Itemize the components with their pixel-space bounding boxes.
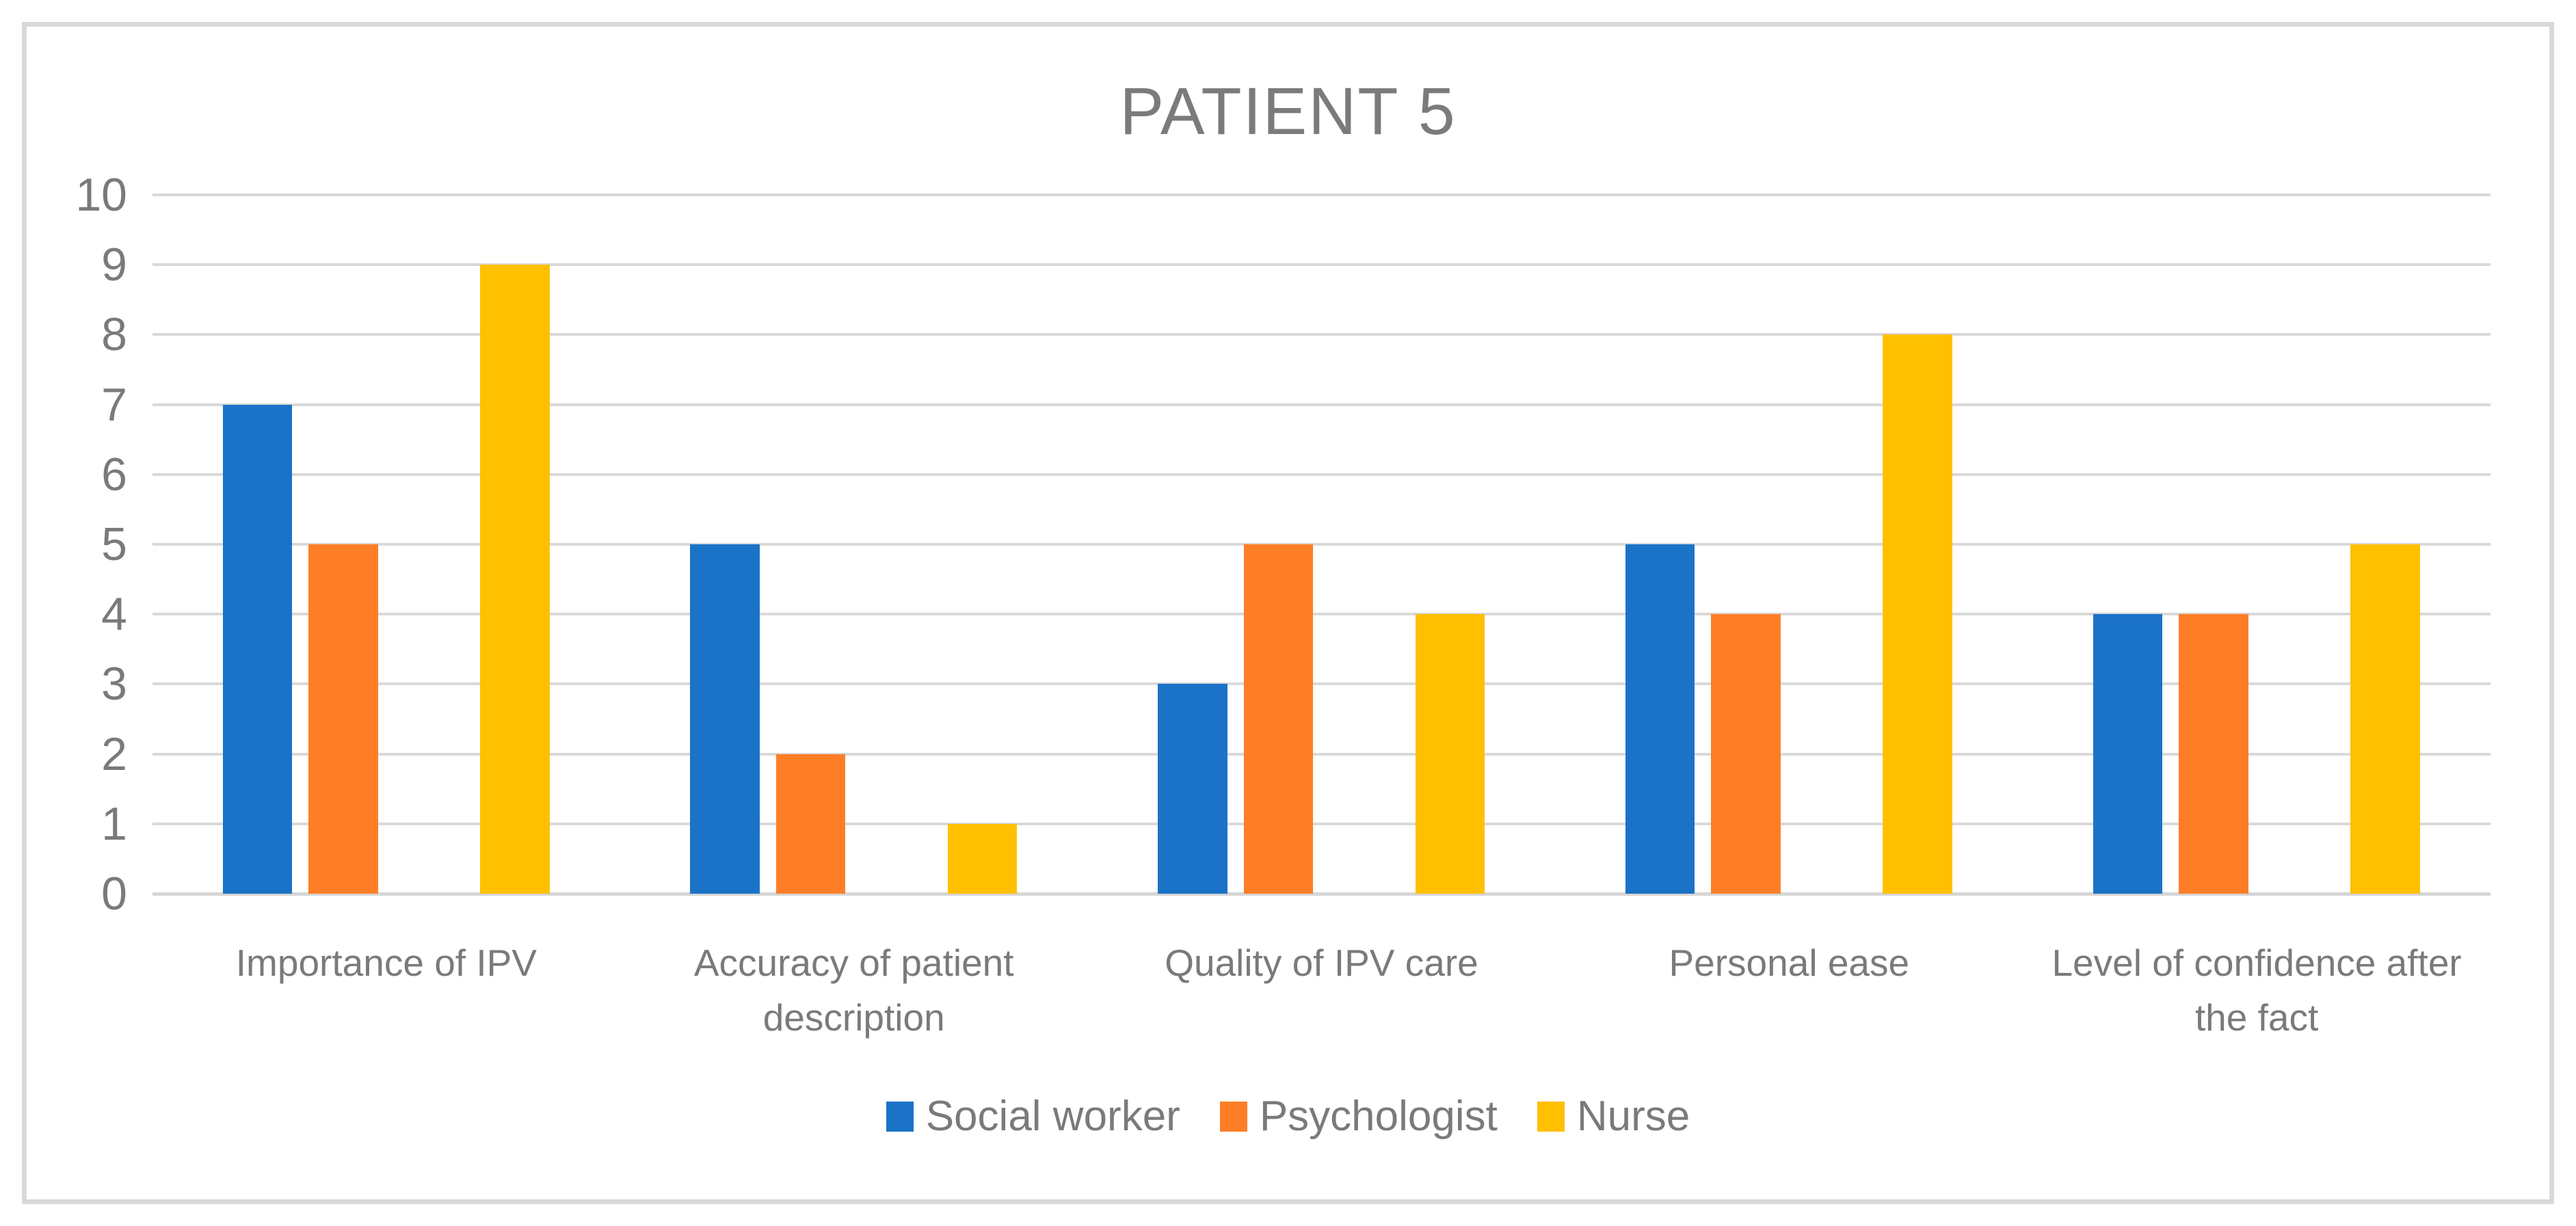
category-label: Personal ease [1669,942,1910,984]
y-tick-label: 6 [101,448,127,501]
y-tick-label: 4 [101,588,127,641]
bar-nurse [2350,544,2420,894]
category-label: Level of confidence after the fact [2051,942,2462,1039]
bar-group-level-of-confidence-after-the-fact [2023,195,2491,894]
bar-group-importance-of-ipv [152,195,620,894]
y-tick-label: 2 [101,728,127,780]
legend-label: Nurse [1576,1093,1690,1140]
bar-psychologist [308,544,378,894]
legend-swatch-psychologist [1219,1102,1247,1132]
y-tick-label: 10 [75,169,127,221]
category-label: Importance of IPV [235,942,537,984]
legend-item-social-worker: Social worker [886,1095,1180,1138]
bar-nurse [1415,614,1485,894]
legend-swatch-social-worker [886,1102,914,1132]
y-tick-label: 5 [101,518,127,570]
gridline [152,263,2491,267]
legend-label: Social worker [925,1093,1180,1140]
gridline [152,543,2491,546]
gridline [152,333,2491,336]
legend-item-psychologist: Psychologist [1219,1093,1498,1140]
gridline [152,682,2491,686]
bar-social-worker [1625,544,1695,894]
y-tick-label: 9 [101,239,127,291]
gridline [152,403,2491,406]
legend-item-nurse: Nurse [1537,1095,1690,1138]
chart-title: PATIENT 5 [1119,74,1457,148]
gridline [152,822,2491,825]
bar-group-personal-ease [1555,195,2023,894]
legend-label: Psychologist [1259,1093,1498,1140]
y-tick-label: 7 [101,378,127,431]
bar-nurse [1883,334,1952,894]
category-label: Accuracy of patient description [693,942,1014,1039]
bar-nurse [947,823,1018,894]
y-tick-label: 8 [101,308,127,361]
gridline [152,613,2491,616]
bar-psychologist [775,754,846,894]
bar-social-worker [222,404,293,894]
legend-swatch-nurse [1537,1102,1565,1132]
bar-group-accuracy-of-patient-description [620,195,1088,894]
bar-social-worker [1158,684,1227,894]
y-tick-label: 3 [101,658,127,710]
gridline [152,472,2491,476]
y-tick-label: 0 [101,868,127,920]
gridline [152,752,2491,756]
legend: Social worker Psychologist Nurse [0,1095,2576,1138]
bar-psychologist [2179,614,2248,894]
bar-social-worker [690,544,760,894]
bar-psychologist [1711,614,1781,894]
bar-nurse [480,265,550,894]
bar-group-quality-of-ipv-care [1088,195,1556,894]
bar-social-worker [2093,614,2163,894]
x-axis-line [152,892,2491,896]
bar-psychologist [1243,544,1314,894]
gridline [152,194,2491,196]
category-label: Quality of IPV care [1165,942,1478,984]
y-tick-label: 1 [101,797,127,850]
